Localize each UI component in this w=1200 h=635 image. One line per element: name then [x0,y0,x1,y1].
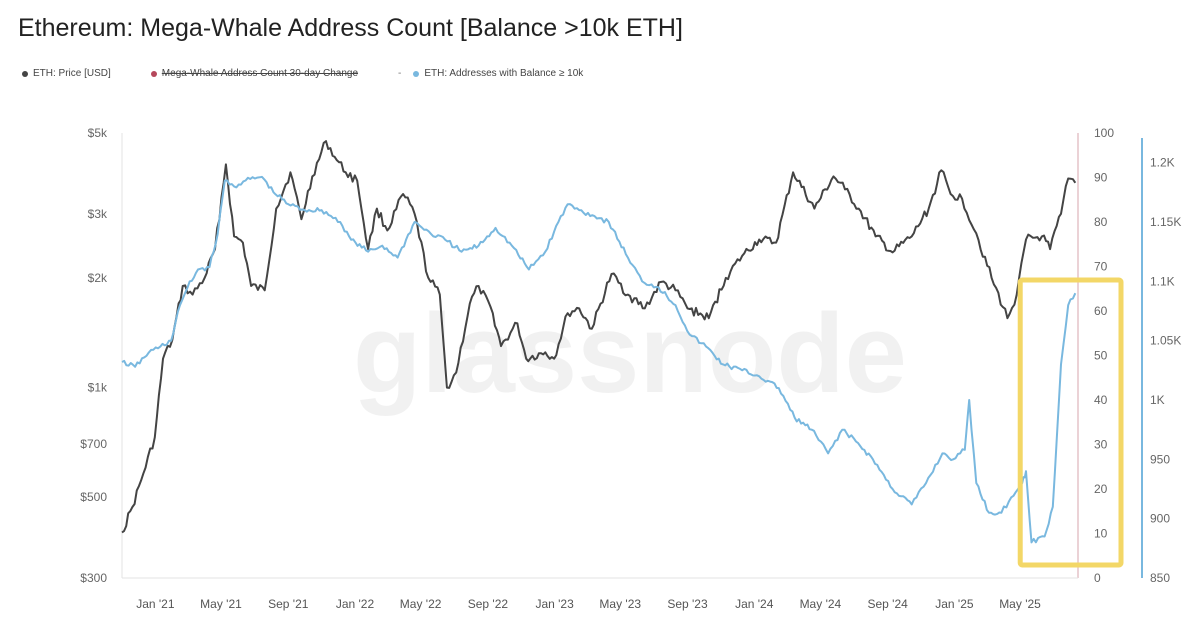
y-middle-tick-label: 30 [1094,438,1108,452]
legend-label-mega-whale-change: Mega-Whale Address Count 30-day Change [161,68,359,79]
x-tick-label: Jan '21 [136,597,175,611]
y-left-tick-label: $300 [80,571,107,585]
legend-dot-addresses [413,70,420,77]
chart-title: Ethereum: Mega-Whale Address Count [Bala… [18,14,683,42]
y-middle-tick-label: 0 [1094,571,1101,585]
y-middle-tick-label: 70 [1094,260,1108,274]
y-left-tick-label: $5k [88,126,108,140]
y-right-tick-label: 850 [1150,571,1170,585]
y-middle-tick-label: 20 [1094,482,1108,496]
y-middle-tick-label: 50 [1094,349,1108,363]
y-right-tick-label: 1K [1150,393,1165,407]
y-middle-tick-label: 80 [1094,215,1108,229]
x-tick-label: May '24 [800,597,842,611]
watermark-text: glassnode [353,291,907,416]
y-right-tick-label: 1.15K [1150,215,1181,229]
y-right-tick-label: 1.05K [1150,334,1181,348]
y-left-tick-label: $2k [88,271,108,285]
y-right-tick-label: 1.2K [1150,156,1175,170]
y-middle-tick-label: 40 [1094,393,1108,407]
legend-item-mega-whale-change[interactable]: Mega-Whale Address Count 30-day Change [150,68,359,79]
legend-dot-eth-price [22,70,28,77]
chart-legend: ETH: Price [USD] Mega-Whale Address Coun… [22,68,623,79]
y-left-tick-label: $700 [80,437,107,451]
y-right-tick-label: 1.1K [1150,274,1175,288]
legend-item-eth-price[interactable]: ETH: Price [USD] [22,68,111,79]
x-tick-label: Jan '24 [735,597,774,611]
legend-label-eth-price: ETH: Price [USD] [33,68,111,79]
series-line-addresses [121,175,1077,544]
x-tick-label: May '25 [999,597,1041,611]
y-middle-tick-label: 10 [1094,527,1108,541]
x-tick-label: Jan '23 [535,597,574,611]
x-tick-label: Jan '22 [336,597,375,611]
x-tick-label: Sep '23 [667,597,708,611]
y-middle-tick-label: 90 [1094,171,1108,185]
y-left-tick-label: $3k [88,207,108,221]
x-tick-label: May '23 [599,597,641,611]
y-middle-tick-label: 60 [1094,304,1108,318]
series-line-eth-price [121,140,1077,534]
legend-dot-mega-whale-change [150,70,157,77]
highlight-box [1017,277,1124,568]
x-tick-label: Sep '24 [868,597,909,611]
legend-dash-icon: - [398,68,402,79]
x-tick-label: May '21 [200,597,242,611]
x-tick-label: Sep '22 [468,597,509,611]
y-left-tick-label: $500 [80,490,107,504]
x-tick-label: Sep '21 [268,597,309,611]
legend-label-addresses: ETH: Addresses with Balance ≥ 10k [424,68,584,79]
x-tick-label: Jan '25 [935,597,974,611]
y-right-tick-label: 950 [1150,452,1170,466]
y-middle-tick-label: 100 [1094,126,1114,140]
y-left-tick-label: $1k [88,381,108,395]
legend-item-addresses[interactable]: - ETH: Addresses with Balance ≥ 10k [398,68,583,79]
y-right-tick-label: 900 [1150,512,1170,526]
x-tick-label: May '22 [400,597,442,611]
